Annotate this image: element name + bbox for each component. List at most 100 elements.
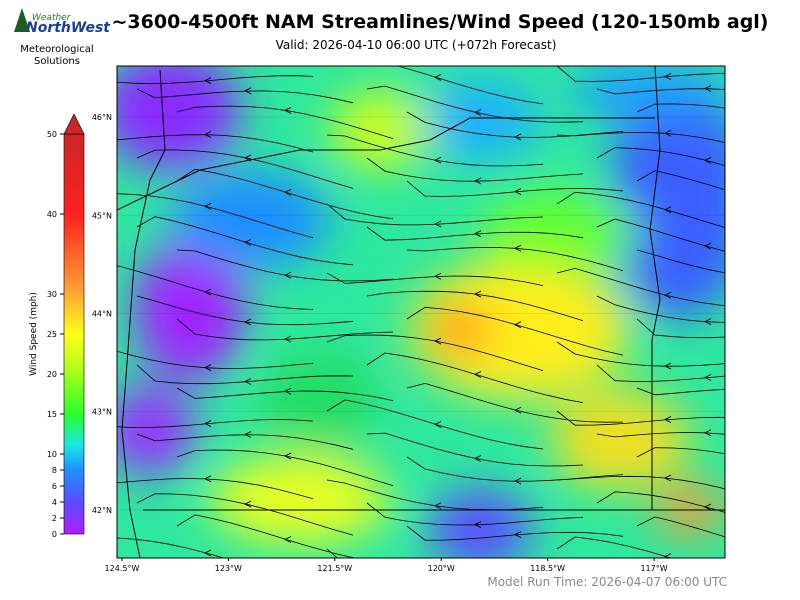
streamline-arrow [473, 109, 482, 116]
wind-field [117, 66, 751, 558]
streamline-arrow [513, 531, 522, 538]
streamline-arrow [203, 475, 212, 483]
colorbar-tick-label: 10 [47, 450, 57, 459]
streamline-arrow [703, 503, 712, 511]
streamline-arrow [283, 387, 292, 395]
lon-label: 123°W [215, 564, 242, 573]
streamline-arrow [203, 77, 212, 84]
state-borders [117, 66, 725, 558]
streamline-arrow [703, 157, 712, 164]
streamline-arrow [283, 335, 292, 343]
streamline-arrow [283, 271, 292, 279]
colorbar-tick-label: 6 [52, 482, 57, 491]
streamline-arrow [745, 109, 751, 115]
colorbar-extend [63, 113, 85, 135]
colorbar-tick-label: 50 [47, 130, 57, 139]
streamline-arrow [283, 452, 292, 460]
streamline-arrow [203, 364, 212, 371]
streamline-arrow [433, 156, 442, 164]
streamline-arrow [663, 474, 672, 482]
logo: Weather NorthWest [14, 8, 111, 36]
streamline-arrow [473, 371, 482, 378]
colorbar-tick-label: 15 [47, 410, 57, 419]
streamline-arrow [513, 244, 522, 252]
lon-label: 118.5°W [530, 564, 565, 573]
streamline-arrow [433, 421, 442, 428]
streamline [636, 103, 725, 113]
lat-label: 42°N [92, 506, 112, 515]
lon-label: 120°W [428, 564, 455, 573]
colorbar-tick-label: 0 [52, 530, 57, 539]
streamline-arrow [433, 74, 442, 81]
streamline-arrow [473, 230, 482, 238]
streamline-arrow [203, 203, 212, 210]
model-run: Model Run Time: 2026-04-07 06:00 UTC [487, 575, 727, 589]
streamline-arrow [745, 273, 751, 279]
streamline-arrow [745, 193, 751, 199]
streamline-arrow [243, 87, 252, 95]
streamline-arrow [513, 321, 522, 329]
logo-main: NorthWest [26, 20, 111, 36]
streamline-arrow [703, 374, 712, 381]
colorbar-tick-label: 2 [52, 514, 57, 523]
streamline-arrow [243, 318, 252, 326]
lon-label: 117°W [640, 564, 667, 573]
streamline-arrow [243, 238, 252, 246]
streamline-arrow [203, 420, 212, 427]
colorbar-tick-label: 8 [52, 466, 57, 475]
streamline-arrow [745, 386, 751, 392]
streamline-arrow [473, 455, 482, 462]
streamline-arrow [473, 177, 482, 185]
streamline-arrow [473, 290, 482, 298]
colorbar-tick-label: 40 [47, 210, 57, 219]
streamline-arrow [663, 553, 672, 558]
streamline-arrow [243, 500, 252, 508]
colorbar-tick-label: 20 [47, 370, 57, 379]
streamline-arrow [745, 332, 751, 338]
colorbar-label: Wind Speed (mph) [29, 292, 39, 376]
streamline [636, 249, 725, 274]
streamline-arrow [203, 131, 212, 138]
streamline-arrow [663, 73, 672, 80]
streamline-arrow [513, 133, 522, 141]
streamline-arrow [433, 502, 442, 510]
streamlines [117, 66, 751, 558]
streamline-arrow [433, 220, 442, 228]
streamline-arrow [703, 429, 712, 437]
streamline-arrow [663, 129, 672, 137]
colorbar [63, 133, 85, 535]
streamline-arrow [745, 455, 751, 461]
streamline-arrow [283, 536, 292, 543]
streamline-arrow [703, 242, 712, 250]
streamline-arrow [433, 272, 442, 280]
streamline-arrow [473, 521, 482, 528]
streamline-arrow [433, 337, 442, 345]
streamline-arrow [203, 288, 212, 296]
streamline-arrow [745, 540, 751, 546]
streamline-arrow [283, 189, 292, 196]
streamline [636, 387, 725, 396]
streamline-arrow [243, 431, 252, 438]
lon-label: 124.5°W [105, 564, 140, 573]
streamline-arrow [663, 206, 672, 214]
streamline-arrow [243, 378, 252, 385]
map-frame [116, 65, 726, 559]
streamline-arrow [663, 291, 672, 299]
colorbar-tick-label: 25 [47, 330, 57, 339]
subtitle: Valid: 2026-04-10 06:00 UTC (+072h Forec… [276, 38, 557, 52]
streamline-arrow [203, 549, 212, 557]
streamline [636, 318, 725, 339]
streamline-arrow [703, 318, 712, 325]
streamline [636, 447, 725, 458]
streamline-arrow [703, 85, 712, 92]
streamline-arrow [283, 107, 292, 114]
streamline [636, 516, 725, 538]
streamline-arrow [663, 362, 672, 370]
streamline-arrow [513, 406, 522, 414]
logo-top: Weather [32, 13, 72, 23]
lat-label: 45°N [92, 211, 112, 220]
streamline-arrow [513, 188, 522, 195]
lat-label: 43°N [92, 408, 112, 417]
